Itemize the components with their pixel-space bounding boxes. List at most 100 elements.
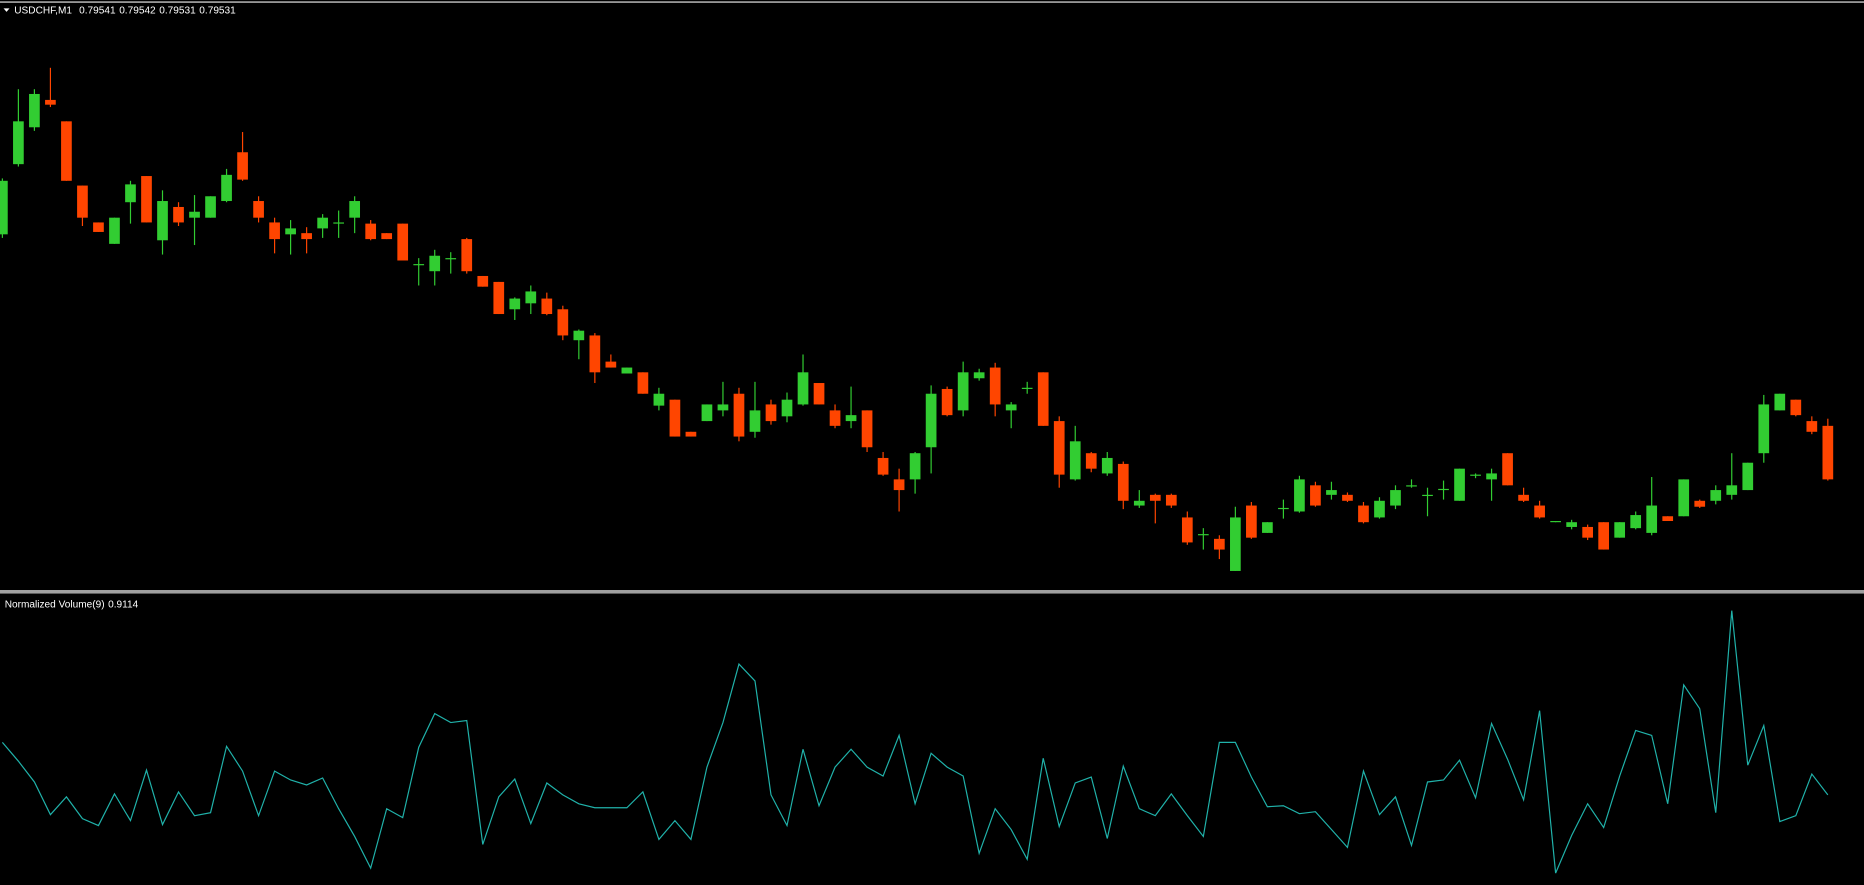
candle-body <box>1422 494 1433 497</box>
candle-body <box>1614 522 1626 538</box>
candle-body <box>1326 490 1337 495</box>
candle-body <box>1694 500 1706 507</box>
candle-body <box>669 399 681 437</box>
candle-body <box>285 228 296 235</box>
candle-body <box>1117 463 1129 501</box>
candle-body <box>1646 505 1658 533</box>
candle-body <box>413 264 425 266</box>
candle-body <box>1278 507 1289 510</box>
candle-body <box>1518 494 1529 501</box>
candle-body <box>381 233 393 240</box>
candle-body <box>269 222 280 240</box>
candle-body <box>157 201 168 241</box>
candle-body <box>301 233 312 240</box>
indicator-value: 0.9114 <box>108 599 138 610</box>
candle-body <box>765 404 777 422</box>
candle-body <box>349 201 361 218</box>
candle-body <box>0 180 8 235</box>
candle-body <box>1390 490 1401 506</box>
candle-body <box>1037 372 1049 426</box>
candle-body <box>941 388 953 416</box>
candle-body <box>781 399 793 417</box>
candle-body <box>685 431 697 437</box>
candle-body <box>621 367 633 374</box>
candle-body <box>109 217 120 244</box>
candle-body <box>1822 425 1834 480</box>
candle-body <box>637 372 649 394</box>
candle-body <box>1021 387 1033 389</box>
candle-body <box>1230 517 1241 571</box>
candle-body <box>29 93 40 128</box>
candle-body <box>1246 505 1257 538</box>
candle-body <box>1566 522 1577 527</box>
candle-body <box>1630 515 1642 529</box>
candle-body <box>237 152 248 180</box>
candle-body <box>1758 404 1770 454</box>
candle-body <box>749 410 761 432</box>
candle-body <box>1438 488 1449 491</box>
candle-body <box>541 298 553 315</box>
candle-body <box>861 410 873 448</box>
candle-body <box>1662 516 1674 522</box>
candle-body <box>1342 494 1353 501</box>
candle-body <box>1534 505 1545 518</box>
volume-line <box>1 610 1829 874</box>
candle-body <box>13 121 24 165</box>
candle-body <box>333 222 344 224</box>
candle-body <box>1454 468 1465 501</box>
candle-body <box>1214 538 1225 550</box>
indicator-header: Normalized Volume(9) 0.9114 <box>5 599 139 610</box>
candle-body <box>1374 500 1385 518</box>
candle-body <box>1806 421 1818 432</box>
candle-body <box>1005 404 1017 411</box>
candle-body <box>1069 441 1081 480</box>
candle-body <box>1133 500 1145 506</box>
candle-body <box>701 404 713 422</box>
candle-body <box>877 457 889 475</box>
candle-body <box>141 176 152 223</box>
candle-body <box>1470 474 1481 476</box>
candle-body <box>1710 490 1722 501</box>
candle-body <box>45 99 56 105</box>
quote-close: 0.79531 <box>199 5 236 16</box>
candle-body <box>605 361 617 368</box>
candle-body <box>429 255 441 272</box>
candle-body <box>253 201 264 218</box>
candle-body <box>1790 399 1802 416</box>
candle-body <box>733 393 745 437</box>
candle-body <box>797 372 809 405</box>
candle-body <box>1101 457 1113 474</box>
candle-body <box>957 372 969 411</box>
candle-body <box>525 291 537 304</box>
candle-body <box>1262 522 1273 533</box>
candle-body <box>845 415 857 422</box>
candle-body <box>1582 526 1593 538</box>
candle-body <box>829 410 841 426</box>
quote-low: 0.79531 <box>159 5 196 16</box>
candle-body <box>1774 393 1786 411</box>
candle-body <box>989 367 1001 405</box>
candle-body <box>125 184 136 203</box>
candle-body <box>1149 494 1161 501</box>
candle-body <box>189 211 200 218</box>
candle-body <box>1598 522 1610 550</box>
candle-body <box>77 185 88 218</box>
candle-body <box>1310 485 1321 506</box>
candle-body <box>973 372 985 379</box>
pane-separator[interactable] <box>0 590 1864 594</box>
candle-body <box>573 330 585 341</box>
candle-body <box>205 196 216 218</box>
candle-body <box>173 206 184 223</box>
candle-body <box>445 258 457 260</box>
candle-body <box>1358 505 1369 523</box>
candle-body <box>1085 453 1097 469</box>
candle-body <box>1181 517 1193 543</box>
dropdown-arrow[interactable] <box>3 8 10 12</box>
candle-body <box>397 223 409 261</box>
candle-body <box>461 239 473 272</box>
candle-body <box>365 223 377 240</box>
candle-body <box>1294 479 1305 512</box>
indicator-name: Normalized Volume(9) <box>5 599 105 610</box>
